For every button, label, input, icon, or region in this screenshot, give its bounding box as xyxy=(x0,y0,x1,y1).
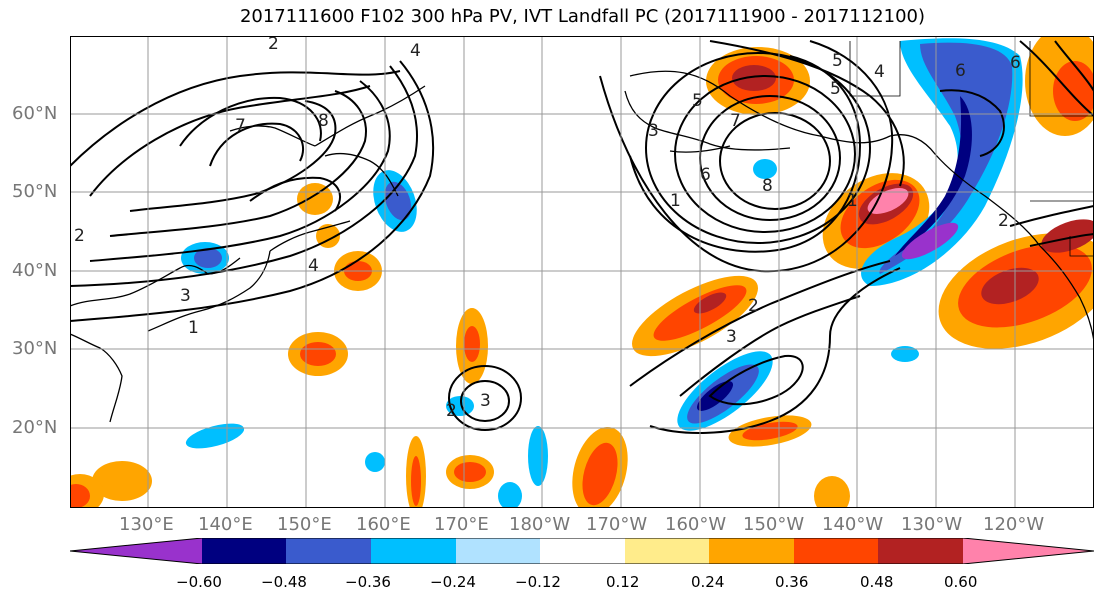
contour-label: 3 xyxy=(648,121,659,141)
colorbar-tick-label: 0.12 xyxy=(606,573,640,591)
lat-label-30n: 30°N xyxy=(12,338,58,359)
lon-label-120w: 120°W xyxy=(983,514,1045,535)
lat-label-40n: 40°N xyxy=(12,260,58,281)
colorbar-segment xyxy=(371,538,456,564)
lon-label-150w: 150°W xyxy=(743,514,805,535)
colorbar-segment xyxy=(709,538,794,564)
contour-label: 1 xyxy=(188,318,199,338)
colorbar-segment xyxy=(540,538,625,564)
colorbar-segment xyxy=(202,538,286,564)
map-title: 2017111600 F102 300 hPa PV, IVT Landfall… xyxy=(239,6,926,27)
pv-contours xyxy=(70,40,1094,434)
colorbar-segment xyxy=(794,538,878,564)
lon-label-160e: 160°E xyxy=(356,514,411,535)
contour-label: 4 xyxy=(874,62,885,82)
colorbar-tick-label: −0.12 xyxy=(515,573,561,591)
lon-label-140e: 140°E xyxy=(198,514,253,535)
contour-label: 2 xyxy=(268,36,279,54)
contour-label: 3 xyxy=(726,327,737,347)
contour-label: 4 xyxy=(410,41,421,61)
contour-label: 8 xyxy=(318,111,329,131)
contour-label: 1 xyxy=(670,191,681,211)
lon-label-160w: 160°W xyxy=(665,514,727,535)
colorbar-segment xyxy=(878,538,963,564)
colorbar-segment xyxy=(456,538,540,564)
contour-label: 6 xyxy=(700,165,711,185)
colorbar-tick-label: −0.48 xyxy=(261,573,307,591)
graticule xyxy=(70,36,1094,508)
contour-label: 6 xyxy=(955,61,966,81)
lon-label-130e: 130°E xyxy=(119,514,174,535)
contour-label: 4 xyxy=(308,256,319,276)
contour-label: 5 xyxy=(692,91,703,111)
colorbar-segment xyxy=(70,538,202,564)
colorbar-tick-label: 0.24 xyxy=(691,573,725,591)
contour-label: 6 xyxy=(1010,53,1021,73)
lon-label-130w: 130°W xyxy=(901,514,963,535)
contour-label: 3 xyxy=(480,391,491,411)
colorbar-segment xyxy=(625,538,709,564)
lon-label-140w: 140°W xyxy=(822,514,884,535)
contour-label: 2 xyxy=(446,401,457,421)
colorbar-tick-label: −0.60 xyxy=(176,573,222,591)
lon-label-170e: 170°E xyxy=(434,514,489,535)
contour-label: 7 xyxy=(235,116,246,136)
colorbar-tick-label: 0.60 xyxy=(944,573,978,591)
colorbar-tick-label: 0.48 xyxy=(860,573,894,591)
contour-label: 2 xyxy=(748,296,759,316)
contour-label: 7 xyxy=(730,111,741,131)
map-panel: 2 3 4 5 6 7 8 1 2 3 4 5 6 7 8 1 2 3 4 5 … xyxy=(70,36,1094,508)
lat-label-20n: 20°N xyxy=(12,417,58,438)
contour-label: 5 xyxy=(830,79,841,99)
contour-label: 1 xyxy=(847,191,858,211)
colorbar-tick-label: −0.36 xyxy=(345,573,391,591)
colorbar-tick-label: −0.24 xyxy=(430,573,476,591)
lon-label-150e: 150°E xyxy=(277,514,332,535)
colorbar-segment xyxy=(963,538,1094,564)
contour-label: 8 xyxy=(762,176,773,196)
lat-label-60n: 60°N xyxy=(12,103,58,124)
lon-label-170w: 170°W xyxy=(586,514,648,535)
colorbar xyxy=(70,538,1094,564)
contour-label: 3 xyxy=(180,286,191,306)
contour-label: 2 xyxy=(998,211,1009,231)
contour-labels: 2 3 4 5 6 7 8 1 2 3 4 5 6 7 8 1 2 3 4 5 … xyxy=(74,36,1021,421)
contour-label: 2 xyxy=(74,226,85,246)
lon-label-180w: 180°W xyxy=(509,514,571,535)
colorbar-tick-label: 0.36 xyxy=(775,573,809,591)
contour-label: 5 xyxy=(832,51,843,71)
colorbar-segment xyxy=(286,538,371,564)
lat-label-50n: 50°N xyxy=(12,181,58,202)
